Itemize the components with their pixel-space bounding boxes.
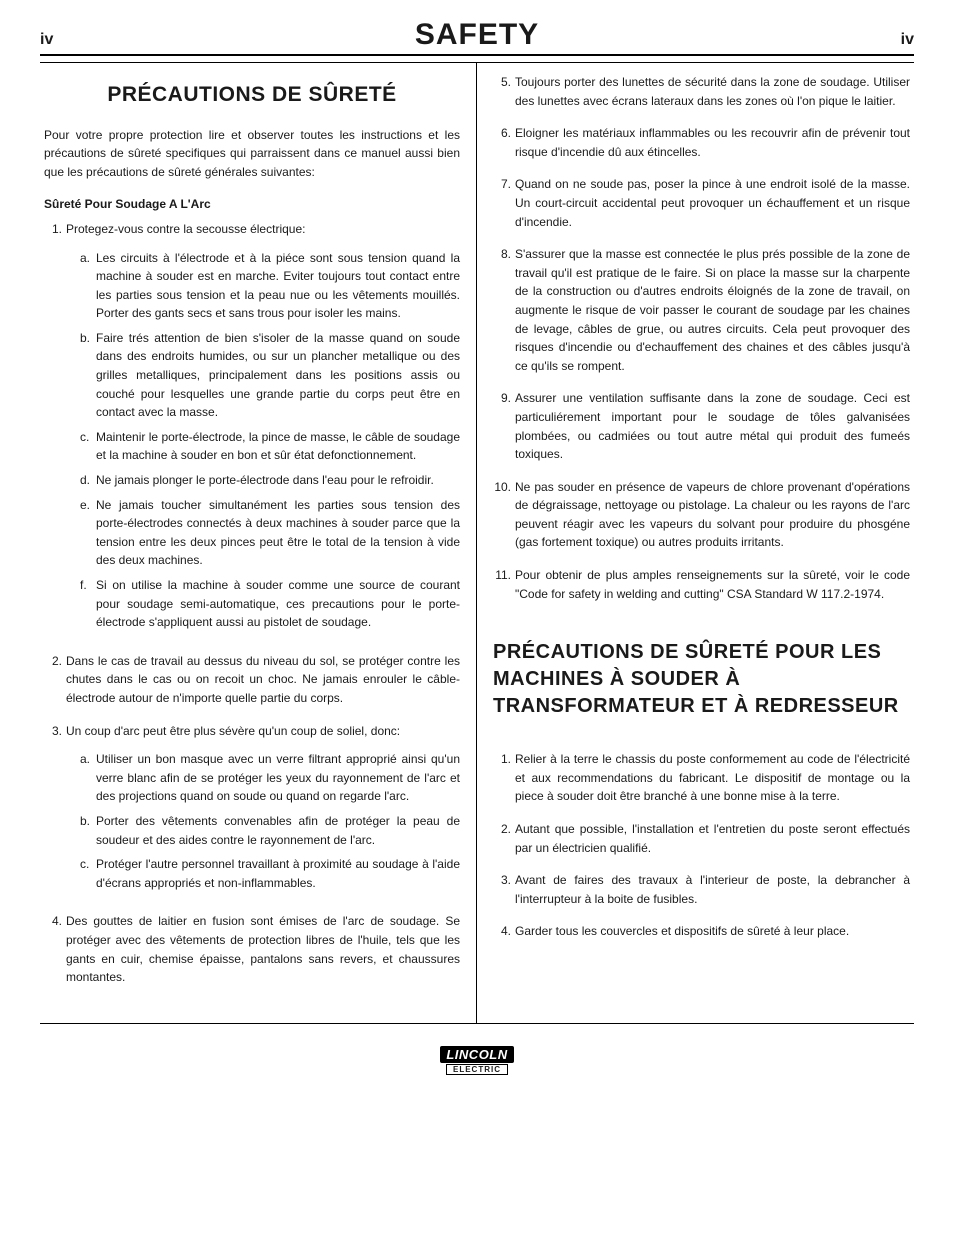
list-item: 4.Garder tous les couvercles et disposit…: [493, 922, 910, 941]
sub-item-letter: f.: [80, 576, 96, 632]
item-number: 2.: [44, 652, 66, 708]
footer-logo: LINCOLN ELECTRIC: [40, 1046, 914, 1077]
list-item: 5.Toujours porter des lunettes de sécuri…: [493, 73, 910, 110]
item-body: Un coup d'arc peut être plus sévère qu'u…: [66, 722, 460, 899]
list-item: 3.Avant de faires des travaux à l'interi…: [493, 871, 910, 908]
sub-item-body: Utiliser un bon masque avec un verre fil…: [96, 750, 460, 806]
sub-item-letter: d.: [80, 471, 96, 490]
sub-item-body: Faire trés attention de bien s'isoler de…: [96, 329, 460, 422]
page-number-left: iv: [40, 31, 53, 49]
section-title-machines: PRÉCAUTIONS DE SÛRETÉ POUR LES MACHINES …: [493, 639, 910, 720]
sub-item-body: Les circuits à l'électrode et à la piéce…: [96, 249, 460, 323]
sub-list: a.Utiliser un bon masque avec un verre f…: [66, 750, 460, 892]
sub-list-item: e.Ne jamais toucher simultanément les pa…: [80, 496, 460, 570]
sub-item-letter: e.: [80, 496, 96, 570]
item-body: Garder tous les couvercles et dispositif…: [515, 922, 910, 941]
item-number: 3.: [44, 722, 66, 899]
item-body: Toujours porter des lunettes de sécurité…: [515, 73, 910, 110]
page-header: iv SAFETY iv: [40, 18, 914, 56]
list-item: 11.Pour obtenir de plus amples renseigne…: [493, 566, 910, 603]
item-body: Des gouttes de laitier en fusion sont ém…: [66, 912, 460, 986]
right-ordered-list: 5.Toujours porter des lunettes de sécuri…: [493, 73, 910, 603]
list-item: 2.Autant que possible, l'installation et…: [493, 820, 910, 857]
item-number: 11.: [493, 566, 515, 603]
sub-item-letter: b.: [80, 329, 96, 422]
intro-paragraph: Pour votre propre protection lire et obs…: [44, 126, 460, 182]
sub-list-item: b.Porter des vêtements convenables afin …: [80, 812, 460, 849]
sub-item-letter: c.: [80, 855, 96, 892]
item-number: 3.: [493, 871, 515, 908]
sub-item-body: Si on utilise la machine à souder comme …: [96, 576, 460, 632]
list-item: 7.Quand on ne soude pas, poser la pince …: [493, 175, 910, 231]
sub-item-body: Maintenir le porte-électrode, la pince d…: [96, 428, 460, 465]
sub-list-item: c.Protéger l'autre personnel travaillant…: [80, 855, 460, 892]
list-item: 9.Assurer une ventilation suffisante dan…: [493, 389, 910, 463]
sub-item-body: Porter des vêtements convenables afin de…: [96, 812, 460, 849]
item-body: Assurer une ventilation suffisante dans …: [515, 389, 910, 463]
item-number: 5.: [493, 73, 515, 110]
sub-list-item: b.Faire trés attention de bien s'isoler …: [80, 329, 460, 422]
item-number: 1.: [44, 220, 66, 638]
subheading-arc: Sûreté Pour Soudage A L'Arc: [44, 195, 460, 214]
list-item: 6.Eloigner les matériaux inflammables ou…: [493, 124, 910, 161]
list-item: 4.Des gouttes de laitier en fusion sont …: [44, 912, 460, 986]
page-title: SAFETY: [415, 18, 539, 52]
item-body: Pour obtenir de plus amples renseignemen…: [515, 566, 910, 603]
sub-item-body: Ne jamais plonger le porte-électrode dan…: [96, 471, 460, 490]
logo-bottom-text: ELECTRIC: [446, 1064, 508, 1075]
item-body: Ne pas souder en présence de vapeurs de …: [515, 478, 910, 552]
list-item: 10.Ne pas souder en présence de vapeurs …: [493, 478, 910, 552]
item-number: 7.: [493, 175, 515, 231]
left-ordered-list: 1.Protegez-vous contre la secousse élect…: [44, 220, 460, 987]
item-body: Protegez-vous contre la secousse électri…: [66, 220, 460, 638]
list-item: 2.Dans le cas de travail au dessus du ni…: [44, 652, 460, 708]
item-number: 8.: [493, 245, 515, 375]
item-body: Relier à la terre le chassis du poste co…: [515, 750, 910, 806]
item-body: Dans le cas de travail au dessus du nive…: [66, 652, 460, 708]
sub-list-item: d.Ne jamais plonger le porte-électrode d…: [80, 471, 460, 490]
list-item: 8.S'assurer que la masse est connectée l…: [493, 245, 910, 375]
item-body: Autant que possible, l'installation et l…: [515, 820, 910, 857]
content-columns: PRÉCAUTIONS DE SÛRETÉ Pour votre propre …: [40, 62, 914, 1024]
list-item: 3.Un coup d'arc peut être plus sévère qu…: [44, 722, 460, 899]
sub-list-item: a.Les circuits à l'électrode et à la pié…: [80, 249, 460, 323]
item-body: Quand on ne soude pas, poser la pince à …: [515, 175, 910, 231]
item-number: 1.: [493, 750, 515, 806]
logo-top-text: LINCOLN: [440, 1046, 513, 1063]
sub-item-letter: a.: [80, 750, 96, 806]
sub-item-body: Ne jamais toucher simultanément les part…: [96, 496, 460, 570]
item-number: 4.: [493, 922, 515, 941]
item-number: 6.: [493, 124, 515, 161]
item-number: 4.: [44, 912, 66, 986]
sub-list-item: f.Si on utilise la machine à souder comm…: [80, 576, 460, 632]
sub-item-letter: a.: [80, 249, 96, 323]
item-body: Avant de faires des travaux à l'interieu…: [515, 871, 910, 908]
list-item: 1.Protegez-vous contre la secousse élect…: [44, 220, 460, 638]
section-title-precautions: PRÉCAUTIONS DE SÛRETÉ: [44, 79, 460, 112]
right-column: 5.Toujours porter des lunettes de sécuri…: [477, 63, 914, 1024]
sub-item-body: Protéger l'autre personnel travaillant à…: [96, 855, 460, 892]
item-body: Eloigner les matériaux inflammables ou l…: [515, 124, 910, 161]
sub-list-item: c.Maintenir le porte-électrode, la pince…: [80, 428, 460, 465]
sub-list-item: a.Utiliser un bon masque avec un verre f…: [80, 750, 460, 806]
item-number: 2.: [493, 820, 515, 857]
sub-list: a.Les circuits à l'électrode et à la pié…: [66, 249, 460, 632]
sub-item-letter: c.: [80, 428, 96, 465]
left-column: PRÉCAUTIONS DE SÛRETÉ Pour votre propre …: [40, 63, 477, 1024]
item-number: 10.: [493, 478, 515, 552]
page-number-right: iv: [901, 31, 914, 49]
right-ordered-list-2: 1.Relier à la terre le chassis du poste …: [493, 750, 910, 941]
sub-item-letter: b.: [80, 812, 96, 849]
list-item: 1.Relier à la terre le chassis du poste …: [493, 750, 910, 806]
item-number: 9.: [493, 389, 515, 463]
item-body: S'assurer que la masse est connectée le …: [515, 245, 910, 375]
